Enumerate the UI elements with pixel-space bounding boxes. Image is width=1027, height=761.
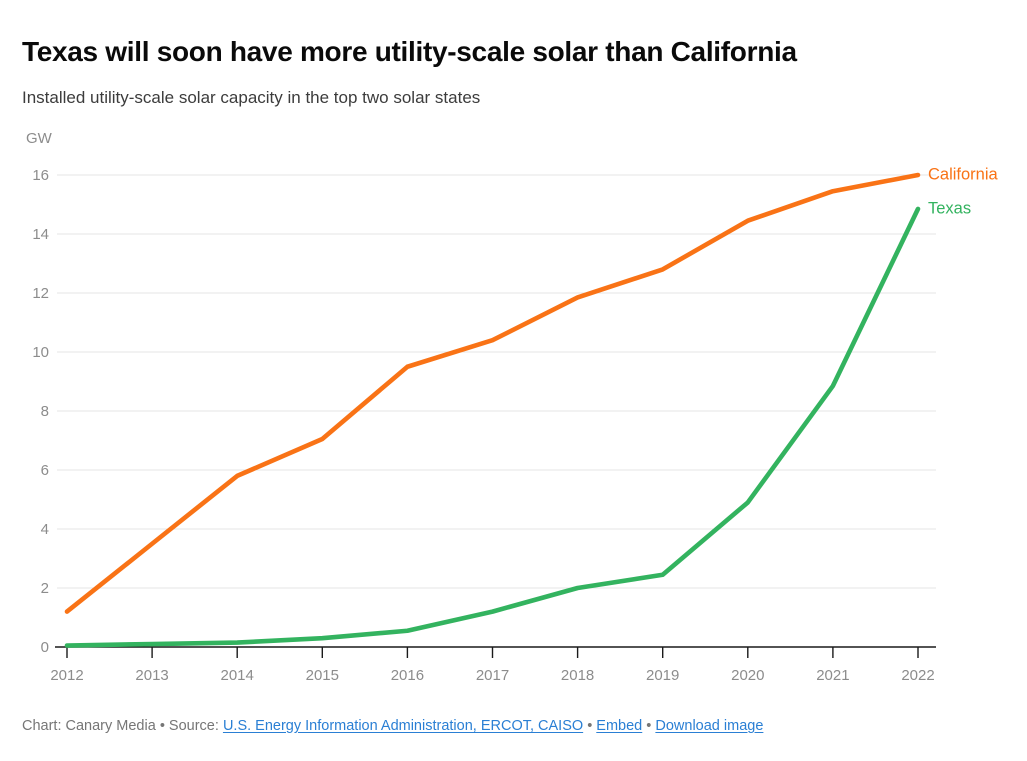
download-image-link[interactable]: Download image	[655, 718, 764, 734]
gridlines	[57, 174, 936, 589]
x-tick-label: 2019	[646, 667, 679, 684]
x-tick-label: 2017	[476, 667, 509, 684]
y-axis-tick-labels: 0 2 4 6 8 10 12 14 16	[32, 167, 49, 656]
x-tick-label: 2016	[391, 667, 424, 684]
y-tick-label: 2	[41, 580, 49, 597]
y-tick-label: 6	[41, 462, 49, 479]
x-axis	[55, 646, 936, 658]
x-axis-tick-labels: 2012 2013 2014 2015 2016 2017 2018 2019 2020 2021…	[50, 667, 934, 684]
x-tick-label: 2020	[731, 667, 764, 684]
page-title: Texas will soon have more utility-scale …	[22, 36, 797, 67]
series-lines	[64, 172, 921, 648]
y-tick-label: 16	[32, 167, 49, 184]
x-tick-label: 2013	[135, 667, 168, 684]
x-tick-label: 2015	[306, 667, 339, 684]
series-label-texas: Texas	[928, 199, 971, 217]
series-labels: California Texas	[928, 165, 999, 217]
footer-separator-2: •	[587, 718, 593, 734]
y-tick-label: 0	[41, 639, 49, 656]
y-tick-label: 12	[32, 285, 49, 302]
y-tick-label: 14	[32, 226, 49, 243]
embed-link[interactable]: Embed	[596, 718, 643, 734]
y-axis-unit-label: GW	[26, 130, 52, 147]
y-tick-label: 4	[41, 521, 49, 538]
source-link[interactable]: U.S. Energy Information Administration, …	[222, 718, 584, 734]
chart-subtitle: Installed utility-scale solar capacity i…	[22, 88, 481, 107]
series-label-california: California	[928, 165, 999, 183]
series-line-texas	[64, 206, 921, 648]
series-line-california	[64, 172, 921, 614]
footer-separator-1: •	[159, 718, 165, 734]
footer-separator-3: •	[646, 718, 652, 734]
x-tick-label: 2022	[901, 667, 934, 684]
y-tick-label: 10	[32, 344, 49, 361]
y-tick-label: 8	[41, 403, 49, 420]
x-tick-label: 2012	[50, 667, 83, 684]
x-tick-label: 2021	[816, 667, 849, 684]
x-tick-label: 2014	[221, 667, 254, 684]
footer-source-label: Source:	[168, 718, 219, 734]
x-tick-label: 2018	[561, 667, 594, 684]
footer-credit: Chart: Canary Media	[22, 718, 156, 734]
chart-footer: Chart: Canary Media • Source: U.S. Energ…	[22, 718, 763, 734]
